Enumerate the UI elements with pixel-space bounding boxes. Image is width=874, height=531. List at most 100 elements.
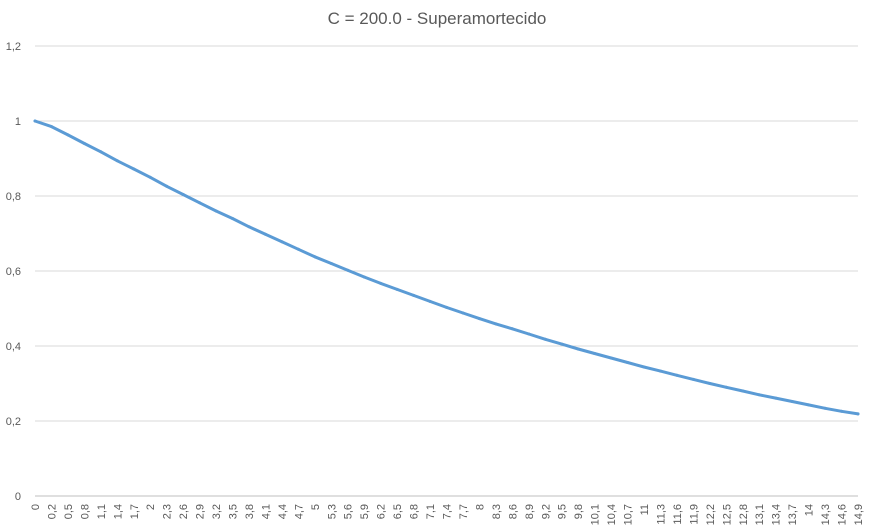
data-point (527, 332, 531, 336)
y-tick-label: 1,2 (6, 41, 21, 53)
x-tick-label: 9,8 (573, 504, 585, 519)
x-tick-label: 0,2 (46, 504, 58, 519)
data-point (148, 175, 152, 179)
data-point (675, 373, 679, 377)
series-layer (33, 119, 860, 416)
x-tick-label: 7,4 (442, 504, 454, 519)
x-tick-label: 5,6 (343, 504, 355, 519)
data-point (856, 412, 860, 416)
data-point (263, 232, 267, 236)
y-tick-label: 0 (15, 491, 21, 503)
data-point (659, 369, 662, 373)
x-tick-label: 7,1 (425, 504, 437, 519)
data-point (840, 409, 843, 413)
x-tick-label: 6,2 (376, 504, 388, 519)
data-point (774, 396, 778, 400)
data-point (445, 305, 448, 309)
x-tick-label: 2,9 (195, 504, 207, 519)
x-tick-label: 5,3 (326, 504, 338, 519)
x-axis-ticks: 0 0,2 0,5 0,8 1,1 1,4 1,7 2 2,3 2,6 2,9 3,2 3,5 3,8 4,… (30, 504, 865, 525)
x-tick-label: 4,7 (293, 504, 305, 519)
x-tick-label: 12,8 (738, 504, 750, 525)
x-tick-label: 2 (145, 504, 157, 510)
data-point (823, 406, 827, 410)
x-tick-label: 11 (639, 504, 651, 515)
x-tick-label: 3,2 (211, 504, 223, 519)
series-line (33, 119, 860, 416)
x-tick-label: 8,9 (524, 504, 536, 519)
data-point (66, 133, 70, 137)
data-point (790, 400, 794, 403)
x-tick-label: 6,8 (409, 504, 421, 519)
data-point (346, 268, 350, 272)
data-point (510, 327, 514, 331)
x-tick-label: 11,3 (655, 504, 667, 525)
data-point (741, 389, 745, 393)
y-tick-label: 0,2 (6, 416, 21, 428)
data-point (807, 403, 811, 407)
data-point (99, 150, 103, 154)
x-tick-label: 13,4 (771, 504, 783, 525)
data-point (609, 356, 613, 360)
x-tick-label: 5 (310, 504, 322, 510)
x-tick-label: 1,1 (96, 504, 108, 519)
data-point (724, 385, 728, 389)
data-point (33, 119, 37, 123)
x-tick-label: 8,3 (491, 504, 503, 519)
x-tick-label: 11,6 (672, 504, 684, 525)
x-tick-label: 0,5 (63, 504, 75, 519)
data-point (757, 393, 761, 397)
data-point (461, 311, 465, 315)
x-tick-label: 4,4 (277, 504, 289, 519)
x-tick-label: 0 (30, 504, 42, 510)
x-tick-label: 1,4 (112, 504, 124, 519)
x-tick-label: 7,7 (458, 504, 470, 519)
chart-title: C = 200.0 - Superamortecido (328, 9, 547, 28)
x-tick-label: 8,6 (507, 504, 519, 519)
y-axis-ticks: 0 0,2 0,4 0,6 0,8 1 1,2 (6, 41, 21, 503)
x-tick-label: 6,5 (392, 504, 404, 519)
data-point (280, 240, 284, 244)
data-point (115, 159, 119, 163)
data-point (708, 382, 712, 385)
data-point (362, 275, 366, 279)
x-tick-label: 10,4 (606, 504, 618, 525)
x-tick-label: 1,7 (129, 504, 141, 519)
x-tick-label: 14,9 (853, 504, 865, 525)
x-tick-label: 12,5 (721, 504, 733, 525)
x-tick-label: 14,6 (837, 504, 849, 525)
data-point (132, 167, 136, 171)
data-point (494, 322, 498, 326)
data-point (626, 361, 630, 364)
x-tick-label: 3,8 (244, 504, 256, 519)
x-tick-label: 9,2 (540, 504, 552, 519)
y-tick-label: 0,6 (6, 266, 21, 278)
data-point (247, 225, 251, 229)
gridlines (35, 45, 858, 497)
data-point (642, 365, 646, 369)
x-tick-label: 9,5 (557, 504, 569, 519)
data-point (477, 317, 481, 321)
data-point (181, 193, 185, 196)
data-point (313, 255, 317, 259)
data-point (50, 125, 53, 129)
x-tick-label: 5,9 (359, 504, 371, 519)
data-point (412, 293, 416, 297)
x-tick-label: 4,1 (260, 504, 272, 519)
data-point (691, 377, 695, 381)
data-point (231, 217, 234, 220)
data-point (296, 247, 300, 251)
x-tick-label: 13,1 (754, 504, 766, 525)
data-point (165, 184, 169, 188)
y-tick-label: 0,4 (6, 341, 21, 353)
y-tick-label: 1 (15, 116, 21, 128)
data-point (543, 337, 547, 341)
x-tick-label: 10,1 (590, 504, 602, 525)
data-point (560, 342, 564, 346)
data-point (576, 347, 580, 351)
data-point (329, 262, 333, 265)
x-tick-label: 14,3 (820, 504, 832, 525)
data-point (593, 352, 597, 355)
